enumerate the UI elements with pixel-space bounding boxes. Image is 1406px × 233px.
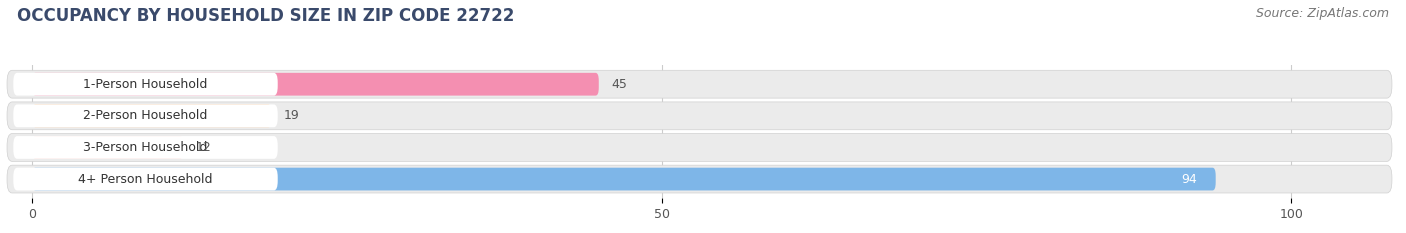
FancyBboxPatch shape	[32, 73, 599, 96]
FancyBboxPatch shape	[32, 104, 271, 127]
FancyBboxPatch shape	[32, 168, 1216, 190]
FancyBboxPatch shape	[7, 102, 1392, 130]
Text: OCCUPANCY BY HOUSEHOLD SIZE IN ZIP CODE 22722: OCCUPANCY BY HOUSEHOLD SIZE IN ZIP CODE …	[17, 7, 515, 25]
Text: 4+ Person Household: 4+ Person Household	[79, 173, 212, 185]
FancyBboxPatch shape	[13, 168, 278, 190]
FancyBboxPatch shape	[7, 134, 1392, 161]
Text: 12: 12	[195, 141, 212, 154]
FancyBboxPatch shape	[13, 104, 278, 127]
FancyBboxPatch shape	[13, 136, 278, 159]
FancyBboxPatch shape	[32, 136, 183, 159]
FancyBboxPatch shape	[7, 165, 1392, 193]
Text: 45: 45	[612, 78, 627, 91]
Text: 2-Person Household: 2-Person Household	[83, 109, 208, 122]
Text: 94: 94	[1181, 173, 1197, 185]
FancyBboxPatch shape	[7, 70, 1392, 98]
FancyBboxPatch shape	[13, 73, 278, 96]
Text: Source: ZipAtlas.com: Source: ZipAtlas.com	[1256, 7, 1389, 20]
Text: 3-Person Household: 3-Person Household	[83, 141, 208, 154]
Text: 1-Person Household: 1-Person Household	[83, 78, 208, 91]
Text: 19: 19	[284, 109, 299, 122]
